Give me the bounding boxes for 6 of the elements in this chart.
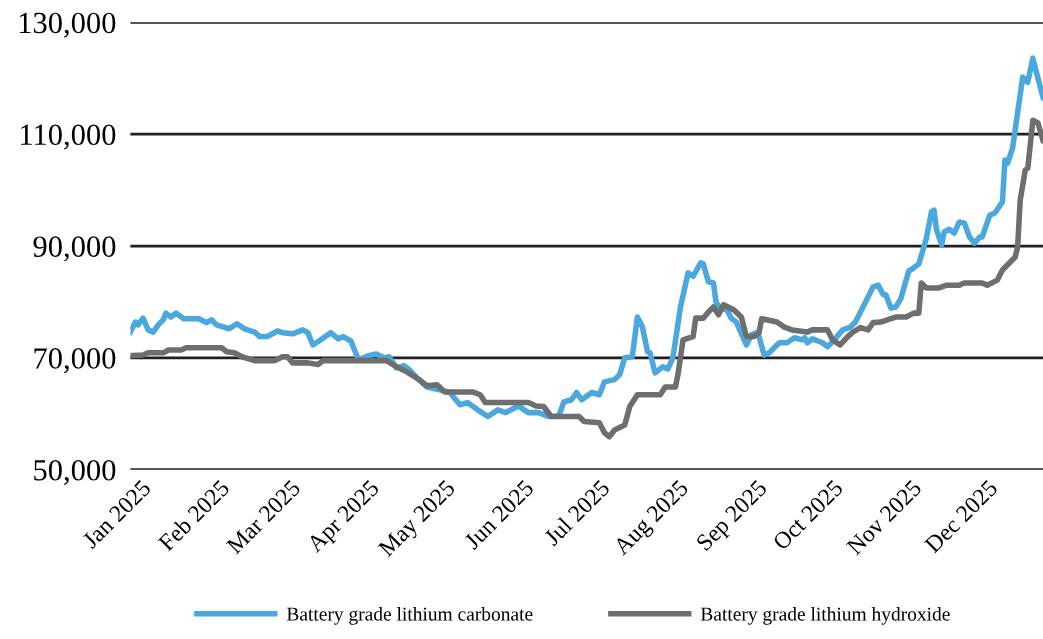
y-tick-label: 110,000 xyxy=(21,124,116,150)
y-tick-label: 130,000 xyxy=(19,12,116,38)
y-tick-label: 90,000 xyxy=(33,236,116,262)
y-tick-label: 70,000 xyxy=(34,348,116,374)
legend-label: Battery grade lithium carbonate xyxy=(286,607,533,625)
legend-label: Battery grade lithium hydroxide xyxy=(700,607,950,625)
